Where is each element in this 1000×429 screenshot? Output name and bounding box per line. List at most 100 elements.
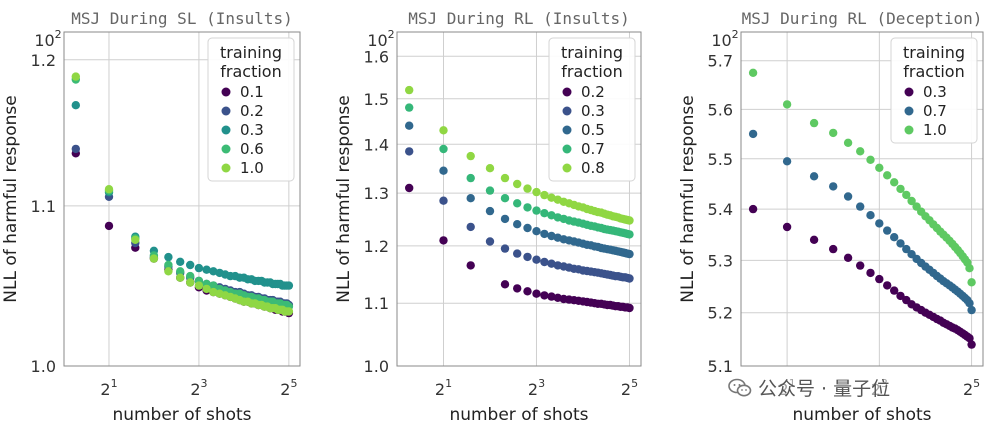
data-point xyxy=(902,244,911,254)
data-point xyxy=(967,278,976,287)
data-point xyxy=(540,291,549,300)
series-0.5 xyxy=(405,121,634,259)
data-point xyxy=(439,166,448,175)
legend-label: 0.7 xyxy=(923,102,947,120)
data-point xyxy=(896,184,905,194)
data-point xyxy=(466,261,475,270)
data-point xyxy=(186,278,195,287)
y-axis-label: NLL of harmful response xyxy=(334,95,354,302)
data-point xyxy=(71,101,81,110)
legend-label: 0.2 xyxy=(581,83,605,101)
data-point xyxy=(540,229,549,239)
data-point xyxy=(843,138,853,147)
data-point xyxy=(883,171,892,180)
plot-frame xyxy=(63,31,301,367)
data-point xyxy=(439,126,448,135)
data-point xyxy=(547,231,556,241)
data-point xyxy=(284,281,294,290)
data-point xyxy=(513,284,522,293)
legend-marker xyxy=(562,125,572,135)
data-point xyxy=(104,185,114,194)
data-point xyxy=(523,287,532,296)
data-point xyxy=(809,235,819,244)
data-point xyxy=(540,209,549,218)
data-point xyxy=(875,274,884,284)
data-point xyxy=(547,211,556,220)
data-point xyxy=(782,100,792,109)
data-point xyxy=(843,192,853,201)
data-point xyxy=(625,249,634,259)
data-point xyxy=(965,299,974,308)
data-point xyxy=(485,206,495,216)
data-point xyxy=(896,291,905,301)
legend-marker xyxy=(904,125,914,135)
data-point xyxy=(532,206,541,215)
data-point xyxy=(883,281,892,290)
data-point xyxy=(829,182,838,191)
legend-title: training xyxy=(561,43,623,62)
data-point xyxy=(466,222,475,232)
data-point xyxy=(186,271,195,281)
legend-label: 0.3 xyxy=(581,102,605,120)
data-point xyxy=(485,186,495,195)
legend-label: 0.5 xyxy=(581,121,605,139)
data-point xyxy=(485,237,495,246)
data-point xyxy=(466,194,475,203)
data-point xyxy=(907,196,916,206)
legend-marker xyxy=(221,163,231,173)
data-point xyxy=(523,252,532,262)
y-tick-label: 1.4 xyxy=(364,135,389,154)
legend-marker xyxy=(221,144,231,154)
data-point xyxy=(883,226,892,235)
data-point xyxy=(513,179,522,189)
data-point xyxy=(809,118,819,128)
legend-title: fraction xyxy=(903,62,964,81)
x-tick-label: 25 xyxy=(621,377,638,399)
legend-label: 0.1 xyxy=(240,83,264,101)
series-0.8 xyxy=(405,85,634,225)
y-tick-label: 1.1 xyxy=(31,197,56,216)
legend-box xyxy=(207,37,295,182)
data-point xyxy=(513,220,522,229)
legend-label: 1.0 xyxy=(923,121,947,139)
data-point xyxy=(523,203,532,212)
data-point xyxy=(439,144,448,154)
x-tick-label: 21 xyxy=(100,377,117,399)
y-tick-label: 1.0 xyxy=(31,357,56,376)
data-point xyxy=(202,265,211,274)
data-point xyxy=(176,267,185,276)
data-point xyxy=(209,281,218,290)
data-point xyxy=(532,187,541,197)
data-point xyxy=(500,194,510,203)
data-point xyxy=(405,147,414,156)
data-point xyxy=(748,129,758,139)
y-tick-label: 1.3 xyxy=(364,184,389,203)
data-point xyxy=(439,236,448,245)
data-point xyxy=(71,144,81,154)
data-point xyxy=(405,183,414,193)
legend-label: 0.8 xyxy=(581,159,605,177)
data-point xyxy=(104,221,114,231)
y-tick-label: 5.5 xyxy=(708,150,733,169)
y-tick-label: 1.2 xyxy=(364,237,389,256)
legend-marker xyxy=(904,106,914,116)
legend-label: 0.6 xyxy=(240,140,264,158)
series-1.0 xyxy=(748,68,976,287)
data-point xyxy=(532,255,541,264)
y-tick-label: 5.1 xyxy=(708,357,733,376)
data-point xyxy=(547,259,556,268)
data-point xyxy=(500,280,510,289)
legend-label: 0.3 xyxy=(923,83,947,101)
y-tick-label: 5.3 xyxy=(708,251,733,270)
data-point xyxy=(164,260,173,270)
x-tick-label: 21 xyxy=(435,377,452,399)
legend-marker xyxy=(562,163,572,173)
y-axis-label: NLL of harmful response xyxy=(678,95,698,302)
watermark-text: 公众号 · 量子位 xyxy=(758,378,891,400)
legend-marker xyxy=(904,87,914,97)
data-point xyxy=(164,267,173,276)
data-point xyxy=(466,173,475,183)
